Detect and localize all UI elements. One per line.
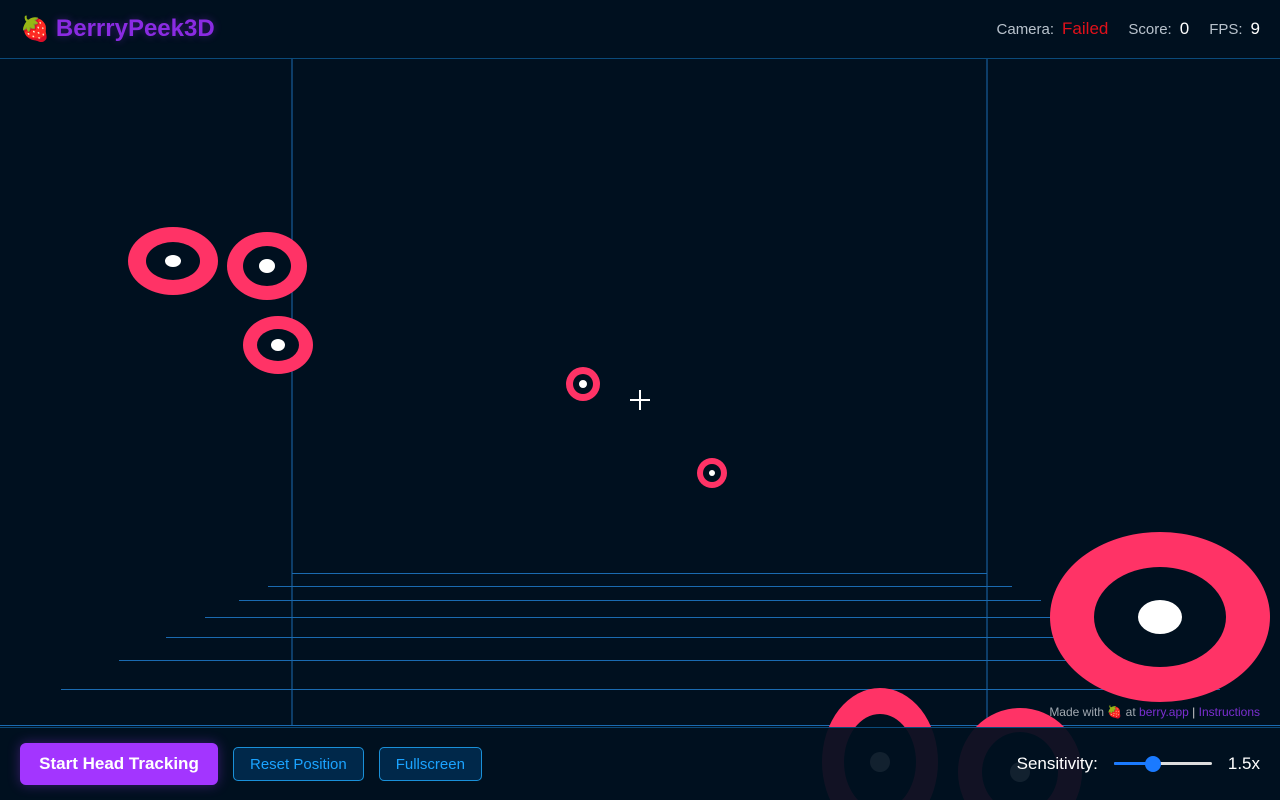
slider-track <box>1113 762 1212 765</box>
sensitivity-control: Sensitivity: 1.5x <box>1017 754 1260 774</box>
target-ring <box>709 470 715 476</box>
crosshair-icon <box>630 390 650 410</box>
reset-position-button[interactable]: Reset Position <box>233 747 364 781</box>
camera-status: Camera: Failed <box>997 19 1109 39</box>
sensitivity-slider[interactable] <box>1113 756 1212 772</box>
credit: Made with 🍓 at berry.app | Instructions <box>1049 705 1260 719</box>
strawberry-icon: 🍓 <box>20 15 50 43</box>
start-head-tracking-button[interactable]: Start Head Tracking <box>20 743 218 785</box>
fps-value: 9 <box>1250 19 1260 38</box>
target-ring <box>259 259 275 273</box>
credit-at: at <box>1125 705 1136 719</box>
score-value: 0 <box>1179 19 1190 38</box>
sensitivity-value: 1.5x <box>1227 754 1260 773</box>
slider-thumb[interactable] <box>1145 756 1162 772</box>
target[interactable] <box>128 227 218 295</box>
score-label: Score: <box>1128 21 1172 38</box>
target[interactable] <box>697 458 727 488</box>
app-title: BerrryPeek3D <box>55 15 215 42</box>
camera-value: Failed <box>1062 19 1109 38</box>
target-ring <box>165 255 181 267</box>
berry-app-link[interactable]: berry.app <box>1139 705 1189 719</box>
fps-label: FPS: <box>1209 21 1243 38</box>
camera-label: Camera: <box>996 21 1055 38</box>
target[interactable] <box>1050 532 1270 702</box>
slider-fill <box>1113 762 1154 765</box>
target[interactable] <box>243 316 313 374</box>
fullscreen-button[interactable]: Fullscreen <box>378 747 482 781</box>
header: 🍓 BerrryPeek3D Camera: Failed Score: 0 FPS… <box>0 0 1280 59</box>
credit-text: Made with <box>1049 705 1105 719</box>
target[interactable] <box>227 232 307 300</box>
target-ring <box>1138 600 1182 634</box>
separator: | <box>1192 705 1196 719</box>
score: Score: 0 <box>1128 19 1189 39</box>
stats: Camera: Failed Score: 0 FPS: 9 <box>997 19 1260 39</box>
sensitivity-label: Sensitivity: <box>1016 754 1098 773</box>
strawberry-icon: 🍓 <box>1107 705 1123 719</box>
target-ring <box>271 339 285 351</box>
target-ring <box>579 380 587 388</box>
room-grid <box>0 59 1280 726</box>
footer-controls: Start Head Tracking Reset Position Fulls… <box>0 727 1280 800</box>
instructions-link[interactable]: Instructions <box>1198 705 1260 719</box>
target[interactable] <box>566 367 600 401</box>
logo: 🍓 BerrryPeek3D <box>20 15 215 44</box>
fps: FPS: 9 <box>1209 19 1260 39</box>
